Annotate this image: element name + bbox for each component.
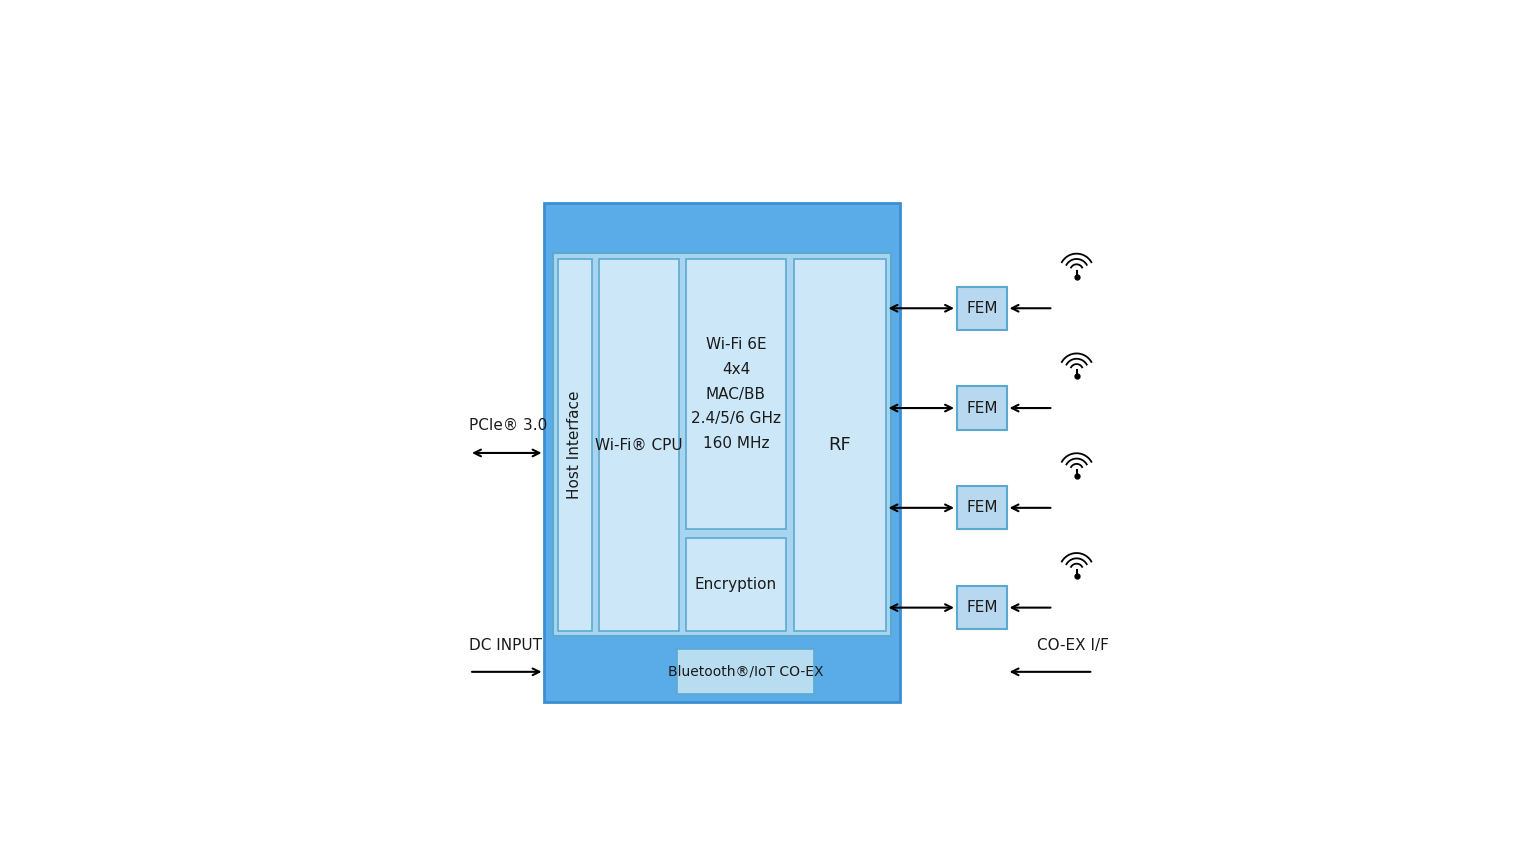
FancyBboxPatch shape [957,486,1006,530]
FancyBboxPatch shape [687,258,786,530]
FancyBboxPatch shape [957,287,1006,330]
Text: FEM: FEM [966,500,997,515]
FancyBboxPatch shape [544,204,900,702]
FancyBboxPatch shape [599,258,679,632]
FancyBboxPatch shape [957,386,1006,429]
FancyBboxPatch shape [957,586,1006,629]
Text: Encryption: Encryption [694,577,777,592]
FancyBboxPatch shape [558,258,593,632]
Text: Host Interface: Host Interface [567,391,582,499]
FancyBboxPatch shape [687,538,786,632]
Text: Bluetooth®/IoT CO-EX: Bluetooth®/IoT CO-EX [668,664,823,679]
Text: DC INPUT: DC INPUT [468,638,542,653]
Text: FEM: FEM [966,401,997,416]
FancyBboxPatch shape [794,258,886,632]
Text: Wi-Fi 6E
4x4
MAC/BB
2.4/5/6 GHz
160 MHz: Wi-Fi 6E 4x4 MAC/BB 2.4/5/6 GHz 160 MHz [691,337,780,451]
FancyBboxPatch shape [553,253,891,636]
Text: PCIe® 3.0: PCIe® 3.0 [468,418,547,433]
Text: Wi-Fi® CPU: Wi-Fi® CPU [594,437,682,453]
Text: FEM: FEM [966,301,997,315]
Text: FEM: FEM [966,600,997,615]
Text: RF: RF [828,436,851,454]
FancyBboxPatch shape [677,649,814,695]
Text: CO-EX I/F: CO-EX I/F [1037,638,1109,653]
